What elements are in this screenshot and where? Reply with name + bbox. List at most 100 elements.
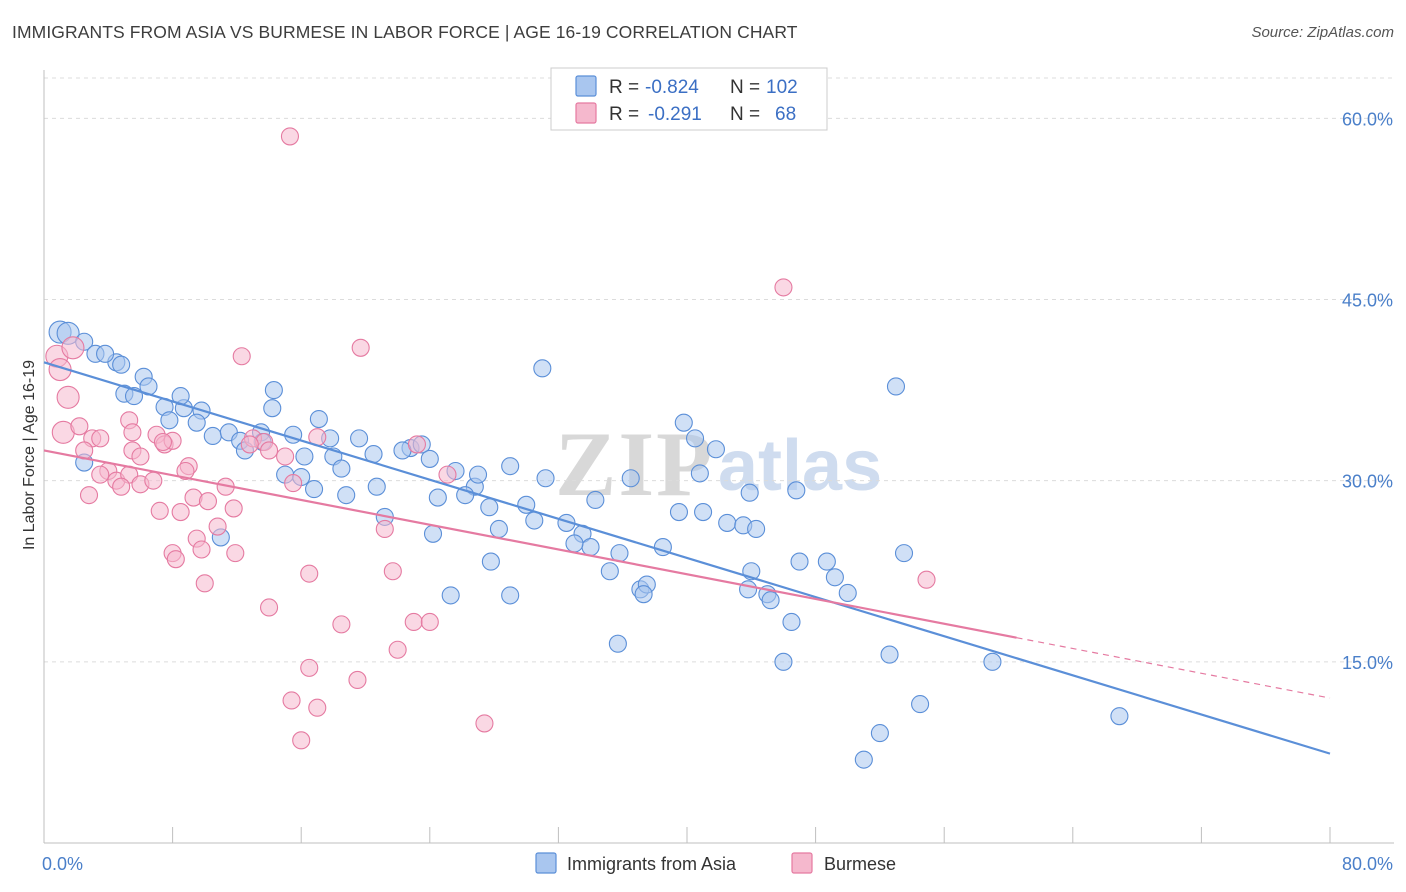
asia-point	[761, 591, 780, 610]
burmese-point	[282, 691, 301, 710]
burmese-point	[79, 486, 99, 505]
asia-point	[517, 495, 536, 514]
asia-point	[694, 503, 713, 522]
asia-point	[621, 469, 640, 488]
asia-point	[880, 645, 899, 664]
burmese-point	[259, 598, 279, 617]
burmese-point	[388, 640, 407, 659]
burmese-point	[153, 432, 173, 452]
burmese-point	[438, 465, 457, 484]
asia-point	[350, 429, 369, 448]
burmese-point	[61, 336, 85, 360]
legend-burmese-r-value: -0.291	[648, 104, 702, 125]
burmese-point	[176, 461, 195, 481]
asia-point	[337, 486, 356, 505]
x-tick-label-max: 80.0%	[1342, 854, 1393, 874]
burmese-point	[300, 564, 319, 583]
burmese-point	[91, 465, 110, 484]
burmese-point	[70, 417, 89, 436]
burmese-point	[917, 570, 936, 589]
burmese-point	[123, 423, 142, 442]
burmese-point	[171, 503, 190, 522]
burmese-point	[404, 612, 423, 632]
asia-point	[263, 399, 282, 418]
burmese-point	[259, 441, 279, 460]
burmese-point	[774, 278, 793, 297]
legend-burmese-n-value: 68	[775, 104, 796, 125]
trend-line-burmese-extrapolated	[1016, 637, 1331, 699]
asia-point	[911, 695, 930, 714]
bottom-legend-swatch-asia	[535, 852, 557, 874]
legend-burmese-r-label: R =	[609, 104, 639, 125]
asia-point	[747, 519, 766, 539]
asia-point	[264, 381, 283, 400]
burmese-point	[308, 698, 327, 717]
stats-legend: R = -0.824 N = 102 R = -0.291 N = 68	[550, 67, 828, 131]
asia-point	[533, 359, 552, 378]
asia-point	[423, 524, 443, 543]
series-immigrants-from-asia	[48, 320, 1129, 769]
source-credit: Source: ZipAtlas.com	[1251, 24, 1394, 41]
asia-point	[187, 413, 206, 432]
asia-point	[480, 498, 499, 517]
asia-point	[489, 519, 508, 539]
asia-point	[468, 465, 488, 484]
burmese-point	[351, 338, 370, 357]
asia-point	[420, 449, 439, 468]
asia-point	[160, 411, 179, 430]
asia-point	[838, 583, 857, 603]
bottom-legend-label-burmese: Burmese	[824, 854, 896, 874]
asia-point	[774, 652, 793, 671]
burmese-point	[226, 544, 245, 563]
asia-point	[295, 447, 314, 466]
asia-point	[886, 377, 906, 396]
asia-point	[332, 459, 351, 478]
burmese-point	[192, 540, 211, 559]
asia-point	[581, 538, 600, 557]
legend-swatch-asia	[575, 75, 597, 97]
asia-point	[782, 612, 801, 632]
asia-point	[787, 481, 806, 500]
gridlines	[44, 77, 1394, 663]
burmese-point	[375, 519, 394, 539]
burmese-point	[144, 471, 163, 490]
burmese-point	[407, 435, 426, 454]
asia-point	[305, 480, 324, 499]
asia-point	[854, 750, 873, 769]
burmese-point	[198, 492, 218, 511]
y-tick-label: 30.0%	[1342, 472, 1393, 492]
asia-point	[481, 552, 500, 571]
asia-point	[740, 483, 759, 502]
burmese-point	[232, 347, 251, 366]
burmese-point	[420, 612, 439, 632]
burmese-point	[166, 550, 185, 569]
asia-point	[1110, 707, 1129, 726]
burmese-point	[383, 562, 402, 581]
chart-title: IMMIGRANTS FROM ASIA VS BURMESE IN LABOR…	[12, 22, 798, 42]
asia-point	[825, 568, 844, 587]
asia-point	[309, 410, 328, 429]
asia-point	[790, 552, 809, 571]
burmese-point	[150, 501, 169, 520]
burmese-point	[224, 499, 243, 518]
burmese-point	[300, 658, 319, 677]
asia-point	[586, 490, 605, 510]
asia-point	[608, 634, 627, 653]
burmese-point	[91, 429, 110, 448]
asia-point	[112, 355, 131, 374]
asia-point	[501, 457, 520, 476]
asia-point	[634, 585, 653, 604]
y-tick-label: 15.0%	[1342, 653, 1393, 673]
burmese-point	[240, 435, 259, 454]
series-legend: Immigrants from Asia Burmese	[535, 852, 896, 874]
burmese-point	[195, 574, 214, 593]
trend-lines	[43, 361, 1331, 755]
stats-legend-box	[550, 67, 828, 131]
bottom-legend-label-asia: Immigrants from Asia	[567, 854, 737, 874]
x-tick-labels: 0.0% 80.0%	[42, 854, 1393, 874]
series-burmese	[45, 127, 936, 750]
bottom-legend-swatch-burmese	[791, 852, 813, 874]
asia-point	[536, 469, 555, 488]
asia-point	[685, 429, 705, 448]
